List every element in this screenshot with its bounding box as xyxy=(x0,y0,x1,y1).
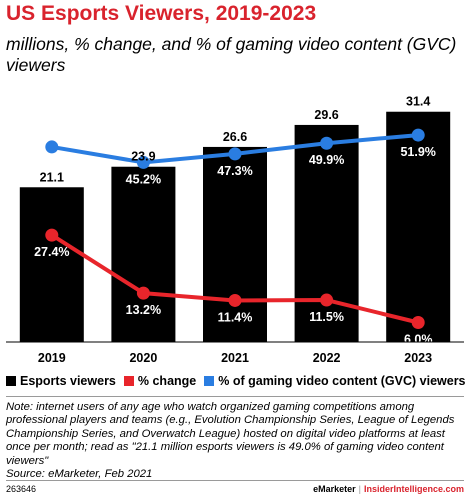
brand: eMarketer | InsiderIntelligence.com xyxy=(313,484,464,494)
brand-emarketer: eMarketer xyxy=(313,484,356,494)
chart: 21.1 23.9 26.6 29.6 31.4 27.4% 13.2% 11.4% 11.5%… xyxy=(6,95,464,365)
bar-2019 xyxy=(19,187,84,342)
bar-2020 xyxy=(111,166,176,342)
point-gvc-share-2020 xyxy=(136,155,150,169)
bar-label-2021: 26.6 xyxy=(223,130,247,144)
point-label-gvc-share-2021: 47.3% xyxy=(217,164,252,178)
x-tick-2021: 2021 xyxy=(221,351,249,365)
point-percent-change-2019 xyxy=(45,228,59,242)
legend-swatch-gvc-share xyxy=(204,376,215,386)
point-label-percent-change-2019: 27.4% xyxy=(34,245,69,259)
bar-label-2022: 29.6 xyxy=(314,108,338,122)
legend-label-gvc-share: % of gaming video content (GVC) viewers xyxy=(218,374,466,388)
x-tick-2019: 2019 xyxy=(38,351,66,365)
point-label-gvc-share-2019: 49.0% xyxy=(34,157,69,171)
chart-id: 263646 xyxy=(6,484,37,494)
divider-top xyxy=(6,396,464,397)
point-label-percent-change-2023: 6.0% xyxy=(404,333,433,347)
bar-2023 xyxy=(386,111,451,342)
chart-subtitle: millions, % change, and % of gaming vide… xyxy=(6,34,457,75)
point-gvc-share-2019 xyxy=(45,140,59,154)
source-text: Source: eMarketer, Feb 2021 xyxy=(6,468,153,481)
legend-item-percent-change: % change xyxy=(123,374,197,388)
x-tick-2022: 2022 xyxy=(313,351,341,365)
point-label-gvc-share-2023: 51.9% xyxy=(400,145,435,159)
bar-2021 xyxy=(203,146,267,342)
bar-label-2023: 31.4 xyxy=(406,95,430,109)
bar-label-2020: 23.9 xyxy=(131,150,155,164)
divider-bottom xyxy=(6,480,464,481)
legend-label-esports-viewers: Esports viewers xyxy=(20,374,116,388)
legend-item-gvc-share: % of gaming video content (GVC) viewers xyxy=(204,374,466,388)
x-tick-2023: 2023 xyxy=(404,351,432,365)
note-text: Note: internet users of any age who watc… xyxy=(6,401,455,467)
bar-label-2019: 21.1 xyxy=(40,170,64,184)
point-gvc-share-2022 xyxy=(320,136,334,150)
point-label-gvc-share-2022: 49.9% xyxy=(309,153,344,167)
point-gvc-share-2021 xyxy=(228,147,242,161)
legend-item-esports-viewers: Esports viewers xyxy=(6,374,116,388)
point-label-percent-change-2022: 11.5% xyxy=(309,310,344,324)
legend-swatch-percent-change xyxy=(123,376,134,386)
point-percent-change-2023 xyxy=(411,316,425,329)
point-percent-change-2021 xyxy=(228,293,242,307)
point-label-percent-change-2020: 13.2% xyxy=(126,303,161,317)
point-label-gvc-share-2020: 45.2% xyxy=(126,172,161,186)
legend-label-percent-change: % change xyxy=(137,374,197,388)
point-percent-change-2022 xyxy=(320,293,334,307)
x-tick-2020: 2020 xyxy=(129,351,157,365)
point-percent-change-2020 xyxy=(136,286,150,300)
legend-swatch-esports-viewers xyxy=(6,376,16,386)
brand-separator: | xyxy=(358,484,361,494)
note: Note: internet users of any age who watc… xyxy=(6,401,464,481)
point-label-percent-change-2021: 11.4% xyxy=(218,310,253,324)
chart-title: US Esports Viewers, 2019-2023 xyxy=(6,2,317,25)
legend: Esports viewers % change % of gaming video… xyxy=(6,374,468,388)
point-gvc-share-2023 xyxy=(411,128,425,142)
brand-insiderintelligence: InsiderIntelligence.com xyxy=(363,484,464,494)
